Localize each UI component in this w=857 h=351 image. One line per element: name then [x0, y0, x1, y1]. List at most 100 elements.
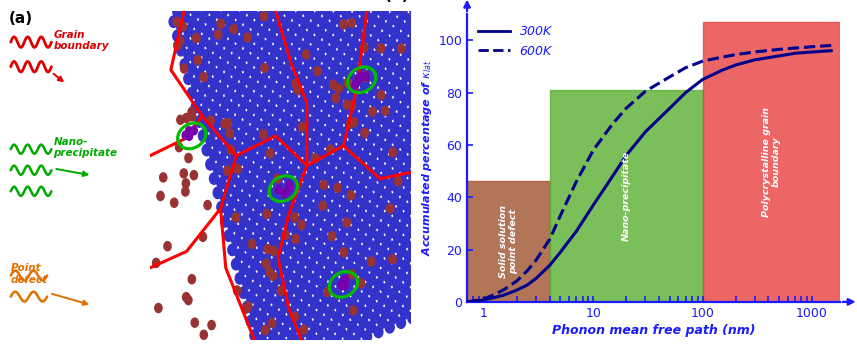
Text: Point
defect: Point defect: [10, 263, 48, 285]
Circle shape: [345, 259, 353, 271]
Circle shape: [247, 173, 256, 185]
Circle shape: [348, 226, 357, 238]
Circle shape: [417, 127, 425, 139]
Circle shape: [280, 302, 289, 313]
Circle shape: [280, 349, 289, 351]
Circle shape: [307, 259, 315, 271]
Circle shape: [246, 292, 255, 303]
Circle shape: [273, 344, 281, 351]
Circle shape: [360, 103, 369, 114]
Circle shape: [266, 267, 273, 276]
Circle shape: [372, 75, 381, 86]
Text: Grain
boundary: Grain boundary: [53, 30, 109, 52]
Circle shape: [308, 69, 317, 81]
Circle shape: [221, 97, 231, 108]
Circle shape: [409, 99, 418, 110]
Circle shape: [333, 288, 342, 299]
Circle shape: [408, 265, 417, 276]
Circle shape: [327, 0, 336, 10]
Circle shape: [285, 150, 294, 161]
Circle shape: [297, 3, 306, 14]
Circle shape: [258, 240, 267, 251]
Circle shape: [351, 288, 361, 299]
Circle shape: [389, 255, 396, 264]
Circle shape: [362, 71, 369, 80]
Circle shape: [307, 307, 315, 318]
Circle shape: [342, 79, 351, 91]
Circle shape: [355, 75, 362, 84]
Circle shape: [419, 260, 428, 272]
Circle shape: [413, 66, 422, 77]
Circle shape: [327, 46, 336, 57]
Circle shape: [264, 245, 272, 254]
Circle shape: [291, 297, 301, 309]
Circle shape: [420, 189, 428, 200]
Circle shape: [416, 222, 425, 234]
Circle shape: [356, 207, 365, 219]
Circle shape: [364, 0, 374, 10]
Circle shape: [255, 36, 265, 47]
Circle shape: [333, 169, 343, 181]
Circle shape: [394, 42, 404, 53]
Circle shape: [338, 89, 347, 100]
Circle shape: [221, 121, 231, 132]
Circle shape: [308, 164, 316, 176]
Circle shape: [406, 0, 415, 1]
Circle shape: [397, 293, 405, 305]
Circle shape: [352, 146, 362, 157]
Circle shape: [330, 155, 339, 166]
Circle shape: [183, 113, 190, 122]
Circle shape: [183, 293, 189, 302]
Circle shape: [269, 283, 278, 294]
Circle shape: [311, 84, 321, 95]
Circle shape: [251, 117, 261, 128]
Circle shape: [326, 165, 335, 176]
Circle shape: [217, 201, 226, 213]
Circle shape: [244, 64, 253, 75]
Circle shape: [315, 51, 325, 62]
Circle shape: [295, 287, 304, 299]
Circle shape: [254, 297, 263, 308]
Circle shape: [320, 18, 328, 29]
Circle shape: [299, 302, 308, 313]
Circle shape: [389, 265, 399, 276]
Circle shape: [303, 126, 313, 138]
Circle shape: [213, 92, 223, 104]
Circle shape: [409, 218, 417, 229]
Circle shape: [363, 212, 372, 224]
Circle shape: [369, 13, 377, 25]
Circle shape: [379, 103, 388, 115]
Circle shape: [228, 244, 237, 256]
Circle shape: [200, 232, 207, 241]
Circle shape: [357, 0, 366, 6]
Circle shape: [315, 169, 324, 180]
Circle shape: [320, 0, 328, 5]
Circle shape: [259, 145, 267, 156]
Circle shape: [284, 316, 293, 327]
Circle shape: [244, 40, 253, 52]
Circle shape: [258, 264, 267, 275]
Circle shape: [229, 149, 237, 161]
Circle shape: [409, 170, 417, 181]
Circle shape: [255, 154, 264, 166]
Circle shape: [308, 117, 316, 128]
Circle shape: [397, 222, 406, 233]
Circle shape: [243, 206, 252, 218]
Circle shape: [255, 178, 264, 190]
Circle shape: [348, 321, 357, 333]
Circle shape: [333, 312, 342, 323]
Circle shape: [207, 0, 216, 4]
Circle shape: [247, 244, 255, 256]
Circle shape: [312, 154, 319, 163]
Circle shape: [289, 69, 298, 81]
Circle shape: [280, 325, 289, 337]
Circle shape: [274, 12, 284, 24]
Circle shape: [291, 344, 300, 351]
Circle shape: [420, 213, 428, 224]
Circle shape: [401, 189, 410, 200]
Circle shape: [352, 217, 361, 229]
Circle shape: [210, 31, 219, 42]
Circle shape: [333, 146, 343, 157]
Circle shape: [225, 206, 233, 218]
Circle shape: [355, 326, 364, 337]
